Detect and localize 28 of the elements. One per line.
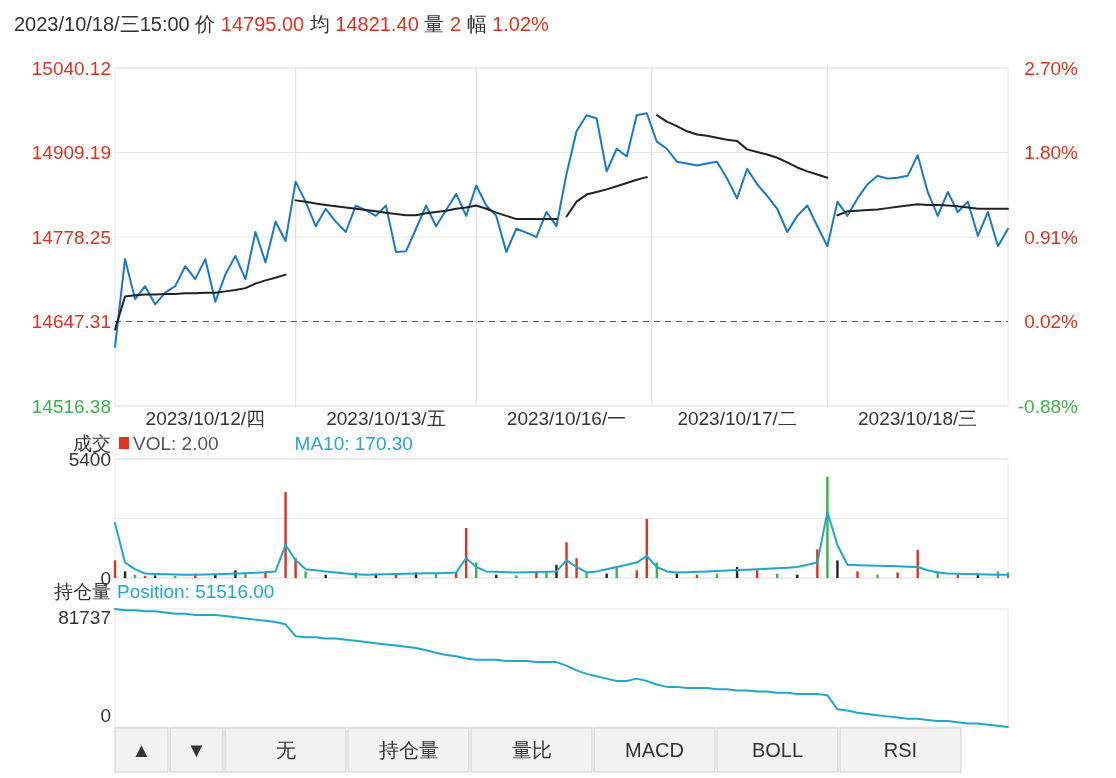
legend-label: VOL: 2.00 — [133, 432, 219, 454]
x-tick-label: 2023/10/18/三 — [858, 407, 978, 429]
text: 81737 — [58, 606, 111, 628]
text: MA10: 170.30 — [294, 432, 413, 454]
y-tick-label: 14909.19 — [31, 142, 111, 163]
y-tick-label: 15040.12 — [31, 57, 111, 79]
category-label: 量比 — [511, 739, 552, 761]
x-tick-label: 2023/10/12/四 — [145, 407, 265, 429]
y2-tick-label: 0.02% — [1024, 310, 1079, 332]
chart-title: 2023/10/18/三15:00 价 14795.00 均 14821.40 量 2 幅 1.02% — [14, 13, 549, 35]
category-label: BOLL — [751, 739, 804, 761]
y-tick-label: 14778.25 — [31, 226, 111, 248]
category-label: 无 — [275, 739, 296, 761]
y2-tick-label: 2.70% — [1024, 57, 1079, 79]
category-label: MACD — [625, 739, 684, 761]
y-tick-label: 14647.31 — [31, 311, 111, 332]
category-label: RSI — [883, 739, 918, 761]
series-label: Position: 51516.00 — [117, 580, 275, 602]
y2-tick-label: 1.80% — [1024, 142, 1079, 164]
x-tick-label: 2023/10/16/一 — [506, 407, 627, 429]
category-label: ▼ — [186, 739, 207, 761]
y2-tick-label: 0.91% — [1024, 226, 1079, 248]
x-tick-label: 2023/10/13/五 — [326, 407, 446, 429]
category-label: ▲ — [131, 739, 152, 761]
x-tick-label: 2023/10/17/二 — [677, 407, 797, 429]
y-tick-label: 14516.38 — [31, 395, 111, 417]
y2-tick-label: -0.88% — [1017, 395, 1079, 417]
category-label: 持仓量 — [378, 739, 439, 761]
